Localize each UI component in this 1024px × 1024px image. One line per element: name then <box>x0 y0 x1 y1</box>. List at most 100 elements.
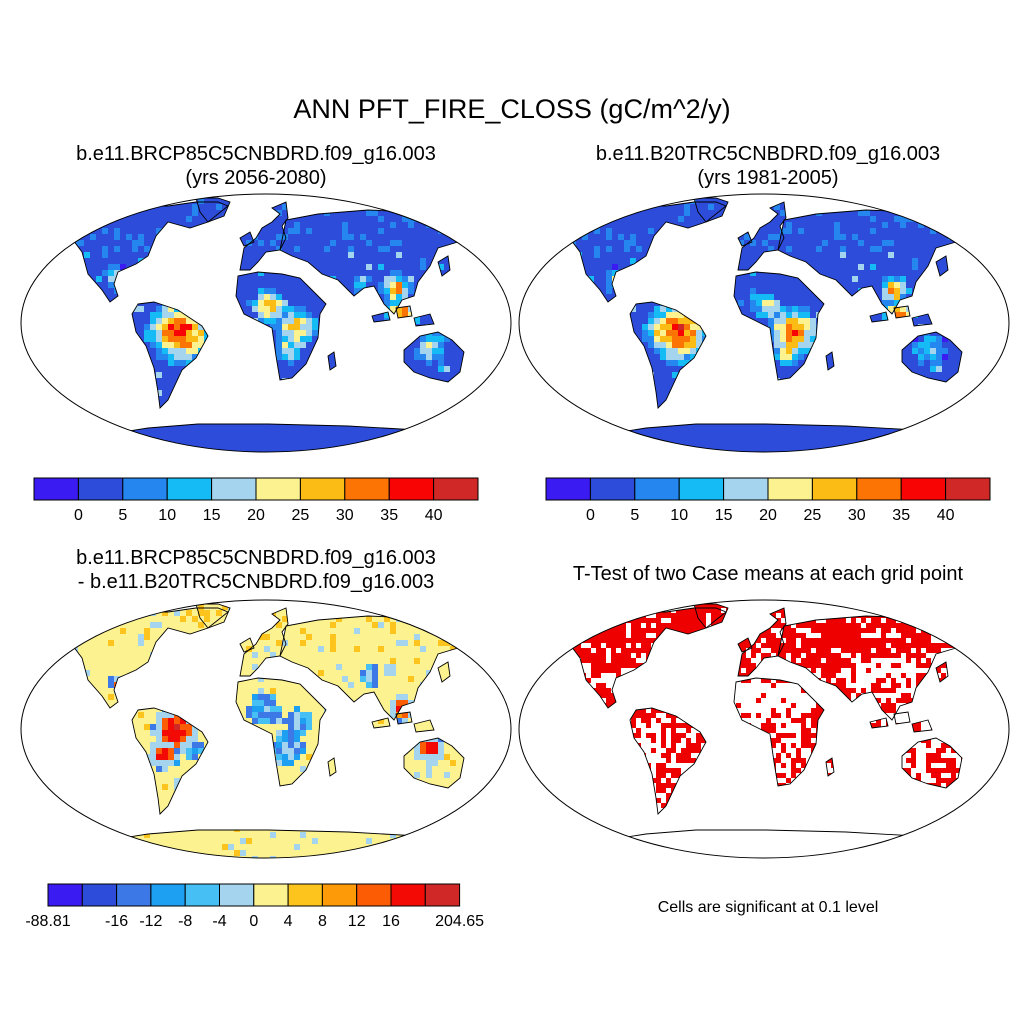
grid-cell <box>168 742 174 748</box>
grid-cell <box>666 312 672 318</box>
significant-cell <box>916 638 921 643</box>
grid-cell <box>258 676 264 682</box>
grid-cell <box>294 246 300 252</box>
grid-cell <box>156 312 162 318</box>
grid-cell <box>366 210 372 216</box>
grid-cell <box>396 306 402 312</box>
grid-cell <box>690 324 696 330</box>
significant-cell <box>671 604 676 608</box>
globe-area <box>516 598 1012 858</box>
grid-cell <box>396 712 402 718</box>
grid-cell <box>930 360 936 366</box>
significant-cell <box>516 668 521 673</box>
grid-cell <box>474 240 480 246</box>
grid-cell <box>162 330 168 336</box>
grid-cell <box>750 306 756 312</box>
grid-cell <box>654 306 660 312</box>
grid-cell <box>30 390 36 396</box>
significant-cell <box>606 638 611 643</box>
significant-cell <box>946 638 951 643</box>
significant-cell <box>926 768 931 773</box>
significant-cell <box>851 628 856 633</box>
colorbar-label: 5 <box>118 507 127 524</box>
grid-cell <box>360 234 366 240</box>
significant-cell <box>906 633 911 638</box>
grid-cell <box>630 204 636 210</box>
grid-cell <box>414 748 420 754</box>
grid-cell <box>294 228 300 234</box>
significant-cell <box>1011 753 1012 758</box>
grid-cell <box>54 192 60 198</box>
grid-cell <box>276 754 282 760</box>
grid-cell <box>276 234 282 240</box>
significant-cell <box>996 788 998 793</box>
grid-cell <box>786 222 792 228</box>
colorbar-swatch <box>47 883 83 907</box>
significant-cell <box>786 633 791 638</box>
grid-cell <box>192 616 198 622</box>
grid-cell <box>450 760 456 766</box>
significant-cell <box>1001 648 1006 653</box>
significant-cell <box>976 648 981 653</box>
grid-cell <box>114 228 120 234</box>
significant-cell <box>816 648 821 653</box>
grid-cell <box>294 354 300 360</box>
grid-cell <box>378 216 384 222</box>
significant-cell <box>681 758 686 763</box>
significant-cell <box>786 638 791 643</box>
grid-cell <box>648 330 654 336</box>
significant-cell <box>656 773 661 778</box>
grid-cell <box>396 694 402 700</box>
significant-cell <box>696 604 701 608</box>
significant-cell <box>541 803 546 808</box>
significant-cell <box>656 763 661 768</box>
significant-cell <box>576 638 581 643</box>
grid-cell <box>456 616 462 622</box>
significant-cell <box>666 723 671 728</box>
grid-cell <box>684 204 690 210</box>
grid-cell <box>870 264 876 270</box>
significant-cell <box>891 683 896 688</box>
grid-cell <box>402 700 408 706</box>
grid-cell <box>882 222 888 228</box>
grid-cell <box>690 330 696 336</box>
grid-cell <box>420 742 426 748</box>
significant-cell <box>946 763 951 768</box>
panel-3-title-line-2: - b.e11.B20TRC5CNBDRD.f09_g16.003 <box>77 571 435 593</box>
grid-cell <box>174 718 180 724</box>
significant-cell <box>876 718 881 723</box>
significant-cell <box>601 598 606 603</box>
significant-cell <box>871 628 876 633</box>
grid-cell <box>606 282 612 288</box>
grid-cell <box>396 640 402 646</box>
grid-cell <box>48 216 54 222</box>
grid-cell <box>24 676 30 682</box>
grid-cell <box>462 850 468 856</box>
significant-cell <box>991 638 996 643</box>
significant-cell <box>746 713 751 718</box>
significant-cell <box>586 613 591 618</box>
significant-cell <box>886 673 891 678</box>
significant-cell <box>791 733 796 738</box>
significant-cell <box>531 623 536 628</box>
significant-cell <box>991 663 996 668</box>
grid-cell <box>462 634 468 640</box>
grid-cell <box>108 676 114 682</box>
significant-cell <box>851 598 856 603</box>
grid-cell <box>246 706 252 712</box>
grid-cell <box>252 652 258 658</box>
grid-cell <box>684 336 690 342</box>
grid-cell <box>258 312 264 318</box>
grid-cell <box>306 228 312 234</box>
colorbar-label: 5 <box>630 507 639 524</box>
significant-cell <box>831 643 836 648</box>
grid-cell <box>774 204 780 210</box>
significant-cell <box>811 733 816 738</box>
grid-cell <box>468 216 474 222</box>
significant-cell <box>751 653 756 658</box>
grid-cell <box>60 198 66 204</box>
grid-cell <box>438 432 444 438</box>
grid-cell <box>48 192 54 198</box>
significant-cell <box>576 623 581 628</box>
significant-cell <box>841 628 846 633</box>
